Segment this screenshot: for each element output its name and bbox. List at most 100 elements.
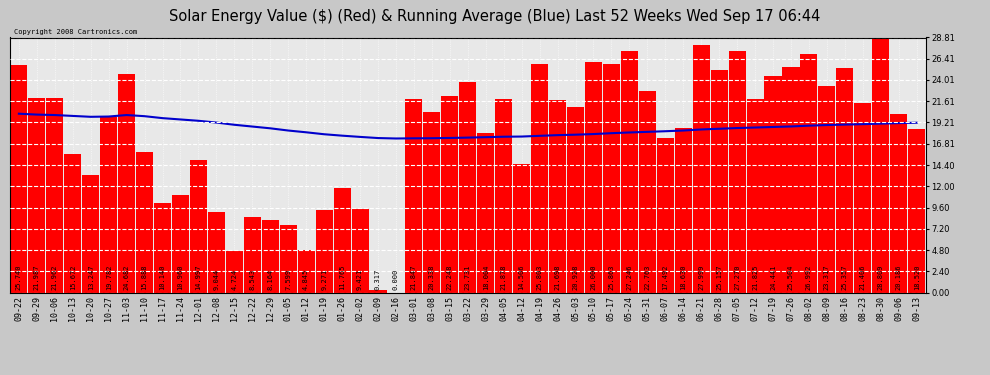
Bar	[136, 152, 153, 292]
Text: 10.140: 10.140	[159, 264, 165, 290]
Text: 11-03: 11-03	[122, 296, 131, 321]
Text: 05-03: 05-03	[571, 296, 580, 321]
Bar	[47, 98, 63, 292]
Text: 03-29: 03-29	[481, 296, 490, 321]
Text: 21.698: 21.698	[554, 264, 560, 290]
Text: 12-01: 12-01	[194, 296, 203, 321]
Bar	[746, 99, 763, 292]
Text: 10-27: 10-27	[104, 296, 113, 321]
Bar	[118, 74, 136, 292]
Text: 03-01: 03-01	[410, 296, 419, 321]
Bar	[208, 213, 225, 292]
Text: 01-05: 01-05	[284, 296, 293, 321]
Text: 22.248: 22.248	[446, 264, 452, 290]
Text: 25.740: 25.740	[16, 264, 22, 290]
Text: 08-02: 08-02	[805, 296, 814, 321]
Text: 05-17: 05-17	[607, 296, 616, 321]
Text: 28.809: 28.809	[878, 264, 884, 290]
Text: 12-08: 12-08	[212, 296, 221, 321]
Bar	[280, 225, 297, 292]
Bar	[495, 99, 512, 292]
Bar	[603, 64, 620, 292]
Text: 08-23: 08-23	[858, 296, 867, 321]
Bar	[64, 154, 81, 292]
Text: 15.672: 15.672	[69, 264, 76, 290]
Bar	[639, 91, 655, 292]
Text: 12-22: 12-22	[248, 296, 256, 321]
Bar	[782, 67, 800, 292]
Text: 23.317: 23.317	[824, 264, 830, 290]
Text: 05-31: 05-31	[643, 296, 651, 321]
Bar	[531, 64, 548, 292]
Text: 20.186: 20.186	[896, 264, 902, 290]
Text: 4.724: 4.724	[232, 268, 238, 290]
Text: 03-22: 03-22	[463, 296, 472, 321]
Text: 08-16: 08-16	[841, 296, 849, 321]
Text: 11.765: 11.765	[340, 264, 346, 290]
Text: 9.421: 9.421	[357, 268, 363, 290]
Text: 09-06: 09-06	[894, 296, 903, 321]
Text: 09-13: 09-13	[912, 296, 921, 321]
Bar	[351, 209, 368, 292]
Text: 04-26: 04-26	[553, 296, 562, 321]
Bar	[369, 290, 386, 292]
Text: 25.504: 25.504	[788, 264, 794, 290]
Text: 08-30: 08-30	[876, 296, 885, 321]
Bar	[854, 103, 871, 292]
Text: 21.825: 21.825	[752, 264, 758, 290]
Text: 05-10: 05-10	[589, 296, 598, 321]
Text: 10-06: 10-06	[50, 296, 59, 321]
Text: Copyright 2008 Cartronics.com: Copyright 2008 Cartronics.com	[15, 29, 138, 35]
Text: 27.246: 27.246	[627, 264, 633, 290]
Text: 4.845: 4.845	[303, 268, 309, 290]
Text: 17.492: 17.492	[662, 264, 668, 290]
Bar	[334, 188, 350, 292]
Bar	[764, 76, 781, 292]
Bar	[29, 98, 46, 292]
Text: 24.441: 24.441	[770, 264, 776, 290]
Text: 23.731: 23.731	[464, 264, 471, 290]
Text: 21.878: 21.878	[501, 264, 507, 290]
Bar	[442, 96, 458, 292]
Text: 05-24: 05-24	[625, 296, 634, 321]
Text: 12-15: 12-15	[230, 296, 239, 321]
Text: 8.164: 8.164	[267, 268, 273, 290]
Text: 07-26: 07-26	[786, 296, 796, 321]
Bar	[244, 217, 260, 292]
Text: 21.847: 21.847	[411, 264, 417, 290]
Bar	[819, 86, 836, 292]
Bar	[800, 54, 818, 292]
Bar	[656, 138, 674, 292]
Text: 01-26: 01-26	[338, 296, 346, 321]
Text: 04-05: 04-05	[499, 296, 508, 321]
Text: 11-10: 11-10	[140, 296, 149, 321]
Text: 20.928: 20.928	[572, 264, 578, 290]
Text: 24.682: 24.682	[124, 264, 130, 290]
Text: 20.338: 20.338	[429, 264, 435, 290]
Bar	[513, 164, 531, 292]
Bar	[908, 129, 926, 292]
Text: 07-19: 07-19	[768, 296, 777, 321]
Text: 25.157: 25.157	[716, 264, 722, 290]
Bar	[621, 51, 638, 292]
Text: 02-16: 02-16	[391, 296, 400, 321]
Bar	[585, 62, 602, 292]
Text: 0.000: 0.000	[393, 268, 399, 290]
Text: 06-14: 06-14	[679, 296, 688, 321]
Text: 9.271: 9.271	[321, 268, 327, 290]
Text: 26.992: 26.992	[806, 264, 812, 290]
Bar	[261, 220, 279, 292]
Bar	[82, 175, 99, 292]
Text: 06-28: 06-28	[715, 296, 724, 321]
Text: 03-15: 03-15	[446, 296, 454, 321]
Text: 18.520: 18.520	[914, 264, 920, 290]
Text: 18.004: 18.004	[483, 264, 489, 290]
Bar	[405, 99, 423, 292]
Bar	[10, 64, 28, 292]
Bar	[729, 51, 745, 292]
Bar	[190, 160, 207, 292]
Text: 01-12: 01-12	[302, 296, 311, 321]
Text: 02-02: 02-02	[355, 296, 364, 321]
Text: 14.997: 14.997	[195, 264, 201, 290]
Text: 27.999: 27.999	[698, 264, 704, 290]
